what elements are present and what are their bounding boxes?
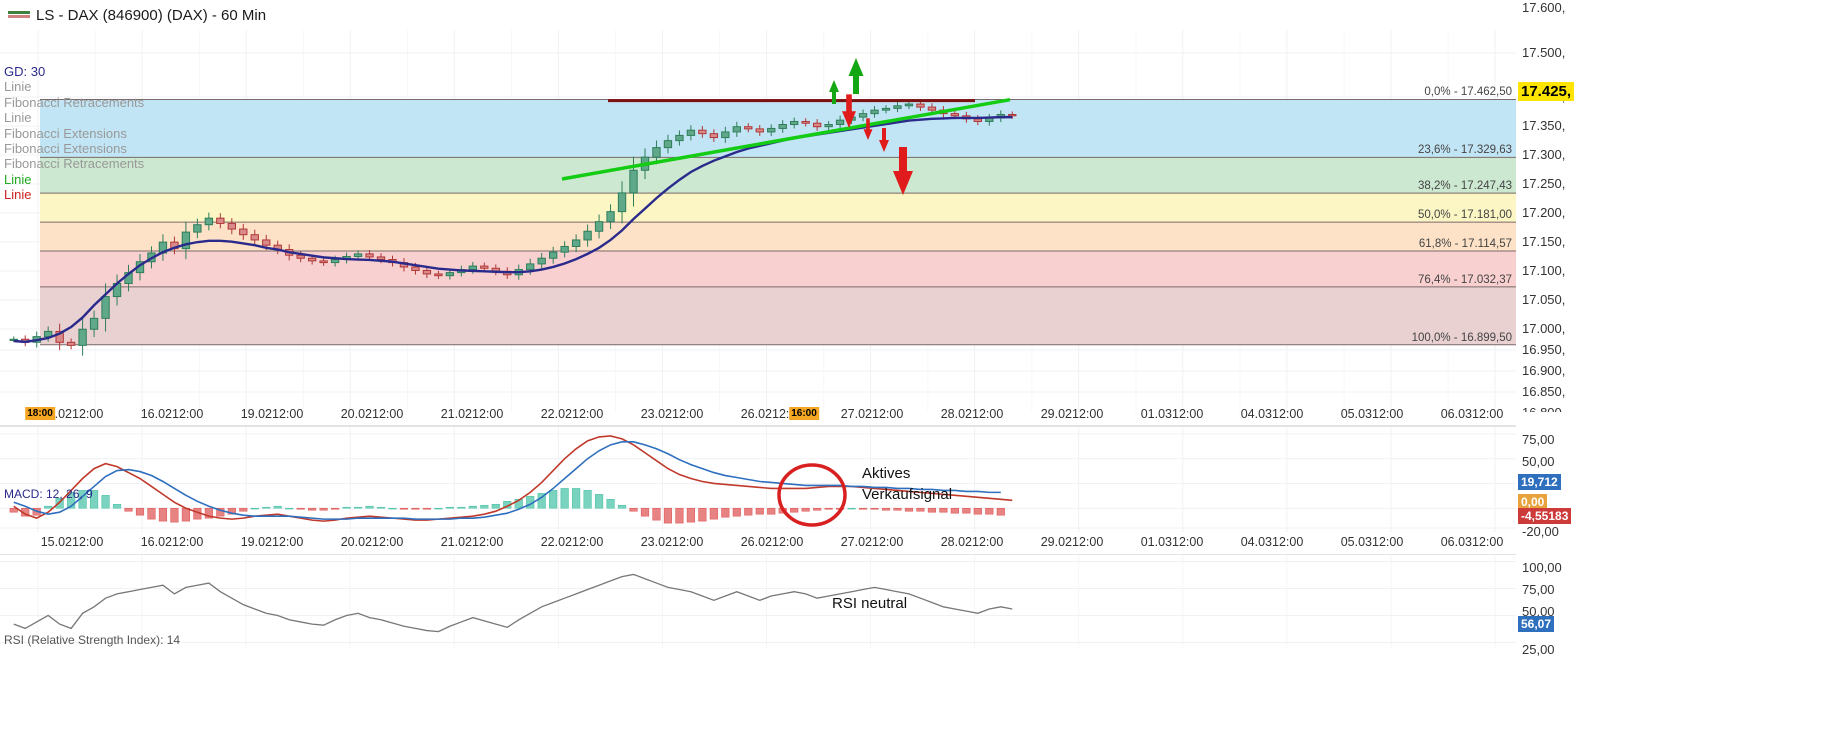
price-axis-tick: 17.000,: [1522, 321, 1566, 336]
time-axis-tick: 20.0212:00: [340, 407, 404, 421]
time-axis-tick: 04.0312:00: [1240, 535, 1304, 549]
macd-axis-tick: -20,00: [1522, 524, 1559, 539]
time-axis-tick: 28.0212:00: [940, 535, 1004, 549]
macd-y-axis[interactable]: 75,0050,0025,000,00-20,0019,7120,00-4,55…: [1516, 426, 1842, 554]
rsi-panel[interactable]: RSI (Relative Strength Index): 14 RSI ne…: [0, 554, 1516, 649]
last-price-tag: 17.425,: [1518, 82, 1575, 101]
time-axis-tick: 27.0212:00: [840, 535, 904, 549]
time-axis-tick: 16.0212:00: [140, 407, 204, 421]
time-axis-tick: 26.0212:00: [740, 407, 804, 421]
price-chart-panel[interactable]: GD: 30 Linie Fibonacci Retracements Linie Fi…: [0, 30, 1516, 412]
time-axis-tick: 15.0212:00: [40, 535, 104, 549]
time-axis-tick: 29.0212:00: [1040, 535, 1104, 549]
chart-header: LS - DAX (846900) (DAX) - 60 Min: [0, 0, 1842, 30]
price-axis-tick: 17.500,: [1522, 45, 1566, 60]
time-axis-tick: 29.0212:00: [1040, 407, 1104, 421]
time-axis-tick: 23.0212:00: [640, 407, 704, 421]
time-axis-tick: 05.0312:00: [1340, 535, 1404, 549]
fib-level-label: 100,0% - 16.899,50: [1411, 331, 1512, 344]
price-axis-tick: 17.250,: [1522, 176, 1566, 191]
time-axis-tick: 27.0212:00: [840, 407, 904, 421]
fib-level-label: 23,6% - 17.329,63: [1418, 144, 1512, 157]
price-axis-tick: 17.150,: [1522, 234, 1566, 249]
rsi-value-tag: 56,07: [1518, 616, 1555, 632]
macd-annotation-line2: Verkaufsignal: [862, 486, 953, 503]
macd-annotation-line1: Aktives: [862, 465, 911, 482]
price-axis-tick: 17.050,: [1522, 292, 1566, 307]
macd-histogram-tag: -4,55183: [1518, 508, 1572, 524]
fib-level-label: 50,0% - 17.181,00: [1418, 209, 1512, 222]
price-axis-tick: 16.800,: [1522, 405, 1565, 412]
time-axis-tick: 06.0312:00: [1440, 535, 1504, 549]
price-axis-tick: 17.300,: [1522, 147, 1566, 162]
time-axis-tick: 19.0212:00: [240, 407, 304, 421]
macd-axis-tick: 75,00: [1522, 432, 1555, 447]
fib-level-label: 38,2% - 17.247,43: [1418, 180, 1512, 193]
time-axis-tick: 20.0212:00: [340, 535, 404, 549]
price-axis-tick: 17.200,: [1522, 205, 1566, 220]
macd-panel[interactable]: MACD: 12, 26, 9 Aktives Verkaufsignal: [0, 426, 1516, 532]
price-axis-tick: 16.850,: [1522, 384, 1566, 399]
rsi-y-axis[interactable]: 100,00 75,00 50,00 25,00 56,07: [1516, 554, 1842, 674]
macd-zero-tag: 0,00: [1518, 494, 1548, 510]
time-axis-tick: 26.0212:00: [740, 535, 804, 549]
price-y-axis[interactable]: 17.600,17.500,17.400,17.350,17.300,17.25…: [1516, 0, 1842, 412]
rsi-axis-tick: 100,00: [1522, 560, 1562, 575]
time-highlight-left: 18:00: [25, 407, 55, 420]
time-axis-tick: 21.0212:00: [440, 535, 504, 549]
rsi-axis-tick: 25,00: [1522, 642, 1555, 657]
macd-canvas: [0, 427, 1516, 532]
macd-legend: MACD: 12, 26, 9: [4, 487, 93, 501]
price-axis-tick: 17.600,: [1522, 0, 1566, 15]
rsi-annotation: RSI neutral: [832, 595, 908, 612]
time-axis-tick: 01.0312:00: [1140, 535, 1204, 549]
fib-level-label: 76,4% - 17.032,37: [1418, 273, 1512, 286]
time-highlight-cursor: 16:00: [789, 407, 819, 420]
time-axis-tick: 19.0212:00: [240, 535, 304, 549]
macd-axis-tick: 50,00: [1522, 454, 1555, 469]
series-color-swatch-icon: [8, 10, 30, 20]
price-axis-tick: 17.100,: [1522, 263, 1566, 278]
chart-title: LS - DAX (846900) (DAX) - 60 Min: [36, 6, 267, 24]
rsi-legend: RSI (Relative Strength Index): 14: [4, 633, 181, 647]
price-axis-tick: 17.350,: [1522, 118, 1566, 133]
time-axis-tick: 22.0212:00: [540, 407, 604, 421]
time-axis-tick: 15.0212:00: [40, 407, 104, 421]
macd-time-axis[interactable]: 15.0212:00 16.0212:00 19.0212:00 20.0212:00…: [0, 532, 1516, 554]
time-axis-tick: 06.0312:00: [1440, 407, 1504, 421]
price-time-axis[interactable]: 15.0212:00 16.0212:00 19.0212:00 20.0212:00…: [0, 404, 1516, 426]
fib-level-label: 0,0% - 17.462,50: [1424, 86, 1512, 99]
time-axis-tick: 01.0312:00: [1140, 407, 1204, 421]
time-axis-tick: 21.0212:00: [440, 407, 504, 421]
fib-level-label: 61,8% - 17.114,57: [1418, 238, 1512, 251]
time-axis-tick: 04.0312:00: [1240, 407, 1304, 421]
price-axis-tick: 16.950,: [1522, 342, 1566, 357]
time-axis-tick: 05.0312:00: [1340, 407, 1404, 421]
rsi-axis-tick: 75,00: [1522, 582, 1555, 597]
macd-value-tag: 19,712: [1518, 474, 1561, 490]
time-axis-tick: 16.0212:00: [140, 535, 204, 549]
price-axis-tick: 16.900,: [1522, 363, 1566, 378]
rsi-canvas: [0, 555, 1516, 649]
time-axis-tick: 28.0212:00: [940, 407, 1004, 421]
rsi-axis-tick: 50,00: [1522, 604, 1555, 619]
price-chart-canvas: [0, 30, 1516, 412]
time-axis-tick: 22.0212:00: [540, 535, 604, 549]
time-axis-tick: 23.0212:00: [640, 535, 704, 549]
